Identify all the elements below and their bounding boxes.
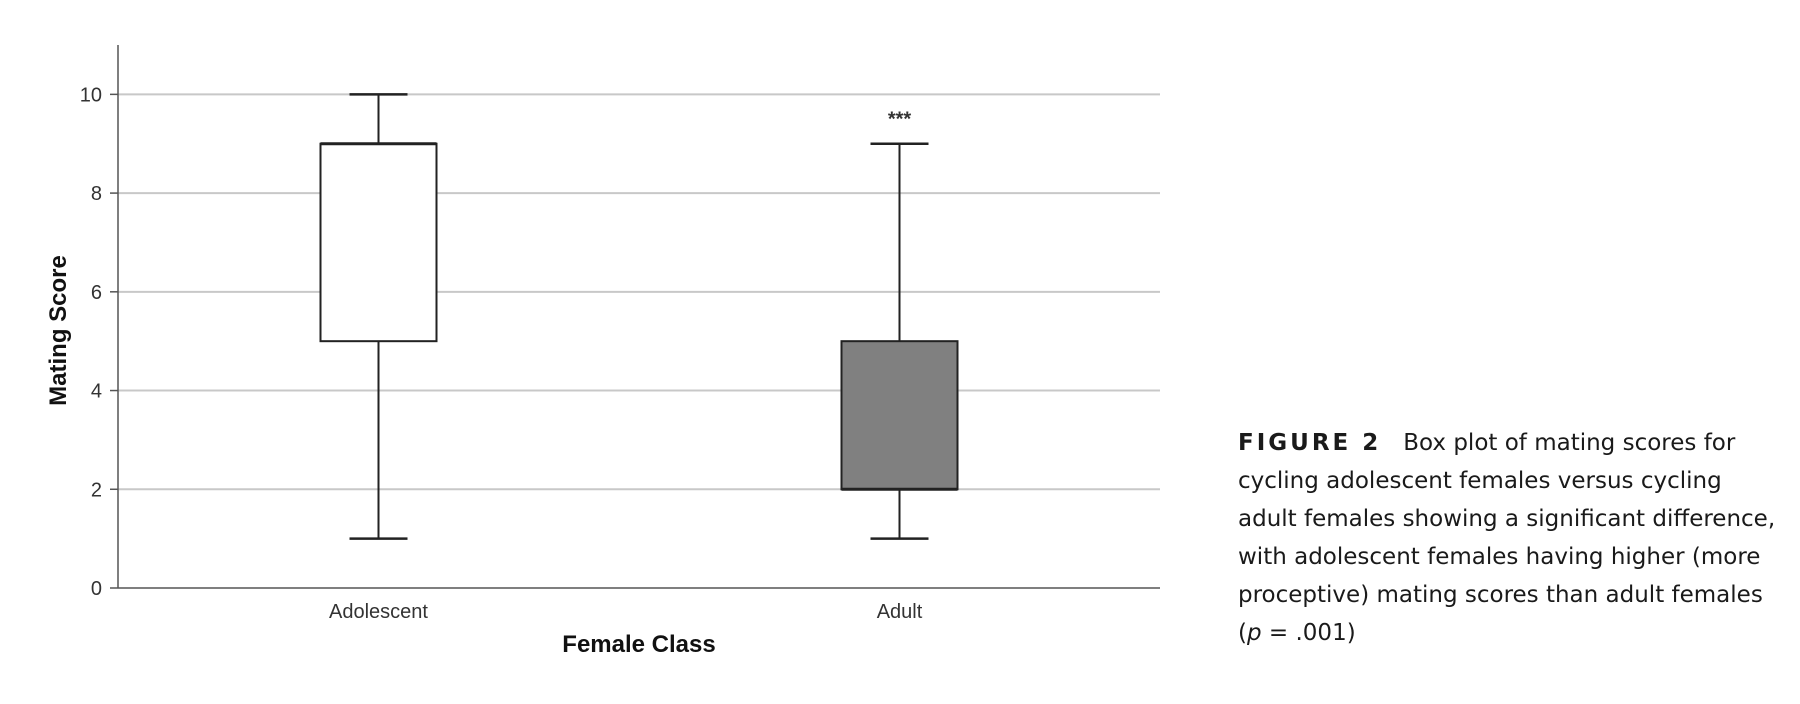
y-tick-label: 8 <box>91 183 102 205</box>
labels-layer: 0 2 4 6 8 10 Adolescent *** Adult Female Class Mat… <box>45 84 923 658</box>
box-plot-chart: 0 2 4 6 8 10 Adolescent *** Adult Female Class Mat… <box>45 45 1160 658</box>
boxes-layer <box>319 93 959 540</box>
x-axis-title: Female Class <box>562 631 715 658</box>
y-tick-label: 6 <box>91 282 102 304</box>
x-tick-label: Adult <box>877 601 923 623</box>
caption-text: Box plot of mating scores for cycling ad… <box>1238 430 1776 646</box>
caption-p-value: = .001) <box>1261 620 1356 646</box>
y-axis-title: Mating Score <box>45 255 72 406</box>
axes-layer <box>110 45 1160 589</box>
significance-annotation: *** <box>888 109 912 131</box>
x-tick-label: Adolescent <box>329 601 428 623</box>
figure-caption: FIGURE 2 Box plot of mating scores for cy… <box>1238 424 1778 652</box>
gridlines <box>118 93 1160 491</box>
y-tick-label: 4 <box>91 381 102 403</box>
figure-label: FIGURE 2 <box>1238 430 1382 456</box>
y-tick-label: 2 <box>91 479 102 501</box>
y-tick-label: 0 <box>91 578 102 600</box>
caption-p-symbol: p <box>1246 620 1262 646</box>
box-adult <box>840 340 959 491</box>
y-tick-label: 10 <box>80 84 102 106</box>
box-adolescent <box>319 142 438 343</box>
